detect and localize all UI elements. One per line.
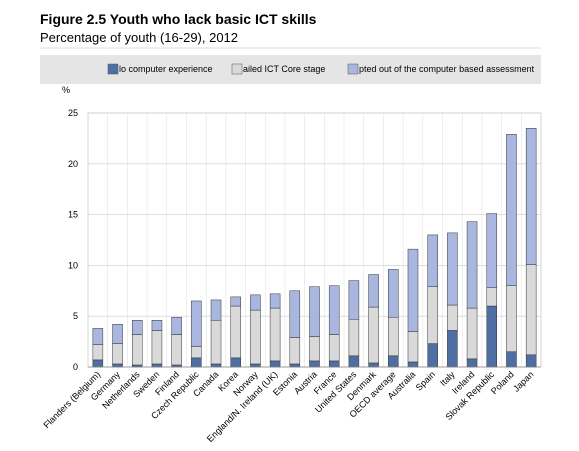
bar-segment [230, 357, 241, 368]
bar-segment [230, 305, 241, 359]
bar-segment [92, 359, 104, 368]
bar-segment [309, 360, 320, 368]
bar-segment [407, 331, 419, 363]
bar-segment [388, 316, 399, 357]
bar-segment [289, 363, 301, 368]
bar-segment [191, 357, 202, 368]
bar-segment [407, 248, 419, 332]
y-tick-label: 15 [68, 210, 78, 220]
bar-segment [388, 269, 399, 318]
bar-segment [506, 351, 517, 368]
bar-segment [309, 336, 320, 362]
bar-segment [427, 286, 438, 344]
bar-segment [269, 293, 281, 309]
bar-segment [466, 221, 478, 309]
bar-segment [92, 344, 104, 361]
bar-segment [289, 290, 301, 338]
bar-segment [112, 343, 123, 365]
x-tick-label: Japan [511, 369, 535, 393]
bar-segment [92, 328, 104, 345]
x-tick-label: Spain [414, 369, 437, 392]
bar-segment [250, 363, 261, 368]
bar-segment [250, 309, 261, 365]
legend-label: pted out of the computer based assessmen… [359, 64, 535, 74]
bar-segment [131, 334, 143, 366]
bar-segment [368, 274, 379, 308]
bar-segment [210, 299, 222, 321]
y-tick-label: 10 [68, 260, 78, 270]
bar-segment [171, 334, 182, 366]
bar-segment [151, 363, 163, 368]
chart-title: Figure 2.5 Youth who lack basic ICT skil… [40, 11, 317, 27]
bar-segment [447, 232, 458, 306]
bar-segment [348, 318, 360, 357]
bar-segment [309, 286, 320, 337]
bar-segment [191, 300, 202, 347]
chart-subtitle: Percentage of youth (16-29), 2012 [40, 30, 238, 45]
bar-segment [348, 355, 360, 368]
bar-segment [151, 320, 163, 331]
bar-segment [506, 134, 517, 286]
bar-segment [407, 361, 419, 368]
bar-segment [171, 316, 182, 335]
y-tick-label: 20 [68, 159, 78, 169]
bar-segment [427, 234, 438, 287]
y-axis-label: % [62, 85, 70, 95]
legend-label: lo computer experience [119, 64, 213, 74]
bar-segment [112, 363, 123, 368]
bar-segment [131, 320, 143, 335]
bar-segment [112, 324, 123, 344]
bar-segment [466, 358, 478, 368]
bar-segment [506, 285, 517, 353]
bar-segment [486, 287, 498, 307]
legend-swatch [231, 63, 243, 75]
bar-segment [447, 330, 458, 368]
bar-segment [250, 294, 261, 311]
bar-segment [328, 334, 340, 362]
bar-segment [427, 343, 438, 368]
bar-segment [210, 320, 222, 365]
bar-segment [191, 346, 202, 359]
bar-segment [269, 360, 281, 368]
legend-swatch [107, 63, 119, 75]
bar-segment [348, 280, 360, 320]
y-tick-label: 25 [68, 108, 78, 118]
bar-segment [525, 127, 537, 265]
bar-segment [328, 360, 340, 368]
bar-segment [230, 296, 241, 307]
bar-segment [210, 363, 222, 368]
bar-segment [447, 304, 458, 331]
legend-swatch [347, 63, 359, 75]
bar-segment [486, 305, 498, 368]
bar-segment [368, 362, 379, 368]
legend-box [40, 55, 541, 84]
bar-segment [466, 307, 478, 360]
bar-segment [269, 307, 281, 362]
bar-segment [525, 354, 537, 368]
bar-segment [328, 285, 340, 335]
legend-label: ailed ICT Core stage [243, 64, 325, 74]
bar-segment [368, 306, 379, 364]
bar-segment [388, 355, 399, 368]
bar-segment [486, 213, 498, 289]
bar-segment [525, 264, 537, 356]
bar-segment [289, 337, 301, 365]
y-tick-label: 5 [73, 311, 78, 321]
bar-segment [151, 330, 163, 365]
y-tick-label: 0 [73, 362, 78, 372]
